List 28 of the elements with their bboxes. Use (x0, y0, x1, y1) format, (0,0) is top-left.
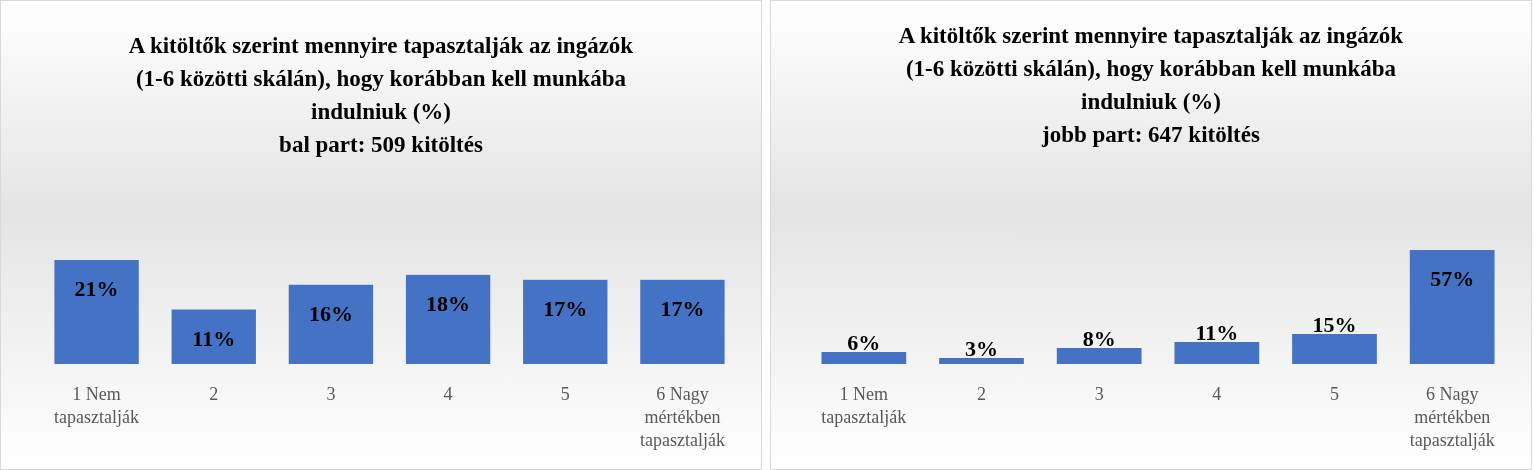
chart-title: A kitöltők szerint mennyire tapasztalják az ingázók (1-6 közötti skálán), hogy korábban kell munkába indulniuk (%) (128, 33, 634, 124)
x-tick-label: 5 (560, 384, 570, 404)
data-label: 21% (74, 276, 119, 301)
data-label: 16% (308, 300, 353, 326)
data-label: 8% (1082, 326, 1116, 351)
chart-subtitle: bal part: 509 kitöltés (279, 132, 483, 157)
data-label: 15% (1312, 312, 1357, 337)
x-tick-label: 5 (1330, 384, 1339, 404)
x-tick-label: 6 Nagy mértékben tapasztalják (639, 384, 725, 450)
data-label: 3% (965, 336, 998, 361)
x-tick-label: 6 Nagy mértékben tapasztalják (1409, 384, 1495, 450)
x-tick-label: 1 Nem tapasztalják (821, 384, 907, 427)
chart-title: A kitöltők szerint mennyire tapasztalják az ingázók (1-6 közötti skálán), hogy korábban kell munkába indulniuk (%) (898, 23, 1404, 114)
chart-subtitle: jobb part: 647 kitöltés (1041, 122, 1260, 147)
data-label: 6% (847, 330, 881, 355)
x-tick-label: 3 (326, 384, 336, 404)
data-label: 11% (1195, 320, 1239, 345)
data-label: 11% (192, 325, 236, 351)
x-tick-label: 3 (1094, 384, 1104, 404)
data-label: 17% (660, 295, 705, 321)
x-tick-label: 2 (977, 384, 986, 404)
x-tick-label: 1 Nem tapasztalják (54, 384, 140, 427)
x-tick-label: 2 (209, 384, 219, 404)
data-label: 17% (543, 295, 588, 321)
data-label: 18% (426, 290, 471, 316)
x-tick-label: 4 (443, 384, 453, 404)
data-label: 57% (1430, 266, 1475, 291)
x-tick-label: 4 (1212, 384, 1222, 404)
